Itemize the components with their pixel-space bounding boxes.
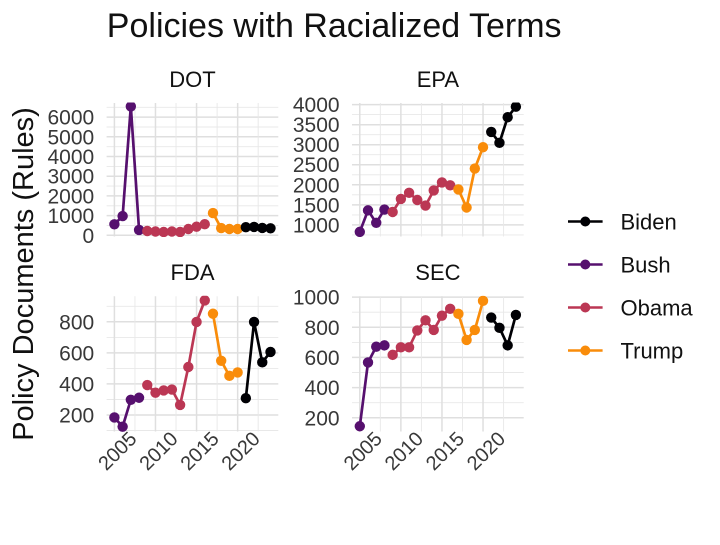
- svg-text:Policy Documents (Rules): Policy Documents (Rules): [8, 107, 40, 441]
- svg-text:3000: 3000: [293, 134, 340, 157]
- svg-text:800: 800: [305, 317, 340, 340]
- svg-text:Trump: Trump: [621, 338, 684, 363]
- svg-text:200: 200: [305, 407, 340, 430]
- svg-text:2000: 2000: [47, 185, 94, 208]
- svg-text:5000: 5000: [47, 126, 94, 149]
- svg-text:400: 400: [305, 377, 340, 400]
- svg-text:DOT: DOT: [169, 67, 215, 92]
- svg-text:Biden: Biden: [621, 209, 677, 234]
- svg-text:2000: 2000: [293, 174, 340, 197]
- svg-text:1500: 1500: [293, 194, 340, 217]
- svg-text:3500: 3500: [293, 114, 340, 137]
- svg-text:2500: 2500: [293, 154, 340, 177]
- svg-text:800: 800: [59, 311, 94, 334]
- svg-text:3000: 3000: [47, 166, 94, 189]
- svg-text:Policies with Racialized Terms: Policies with Racialized Terms: [107, 7, 562, 45]
- svg-text:Bush: Bush: [621, 252, 671, 277]
- svg-text:1000: 1000: [293, 287, 340, 310]
- svg-text:4000: 4000: [293, 94, 340, 117]
- svg-text:0: 0: [83, 225, 95, 248]
- svg-text:SEC: SEC: [415, 260, 460, 285]
- svg-text:4000: 4000: [47, 146, 94, 169]
- svg-text:600: 600: [59, 342, 94, 365]
- svg-text:400: 400: [59, 373, 94, 396]
- svg-text:FDA: FDA: [171, 260, 215, 285]
- svg-text:1000: 1000: [47, 205, 94, 228]
- svg-text:200: 200: [59, 405, 94, 428]
- svg-text:1000: 1000: [293, 214, 340, 237]
- svg-text:6000: 6000: [47, 107, 94, 130]
- svg-text:EPA: EPA: [417, 67, 460, 92]
- svg-text:600: 600: [305, 347, 340, 370]
- svg-text:Obama: Obama: [621, 295, 694, 320]
